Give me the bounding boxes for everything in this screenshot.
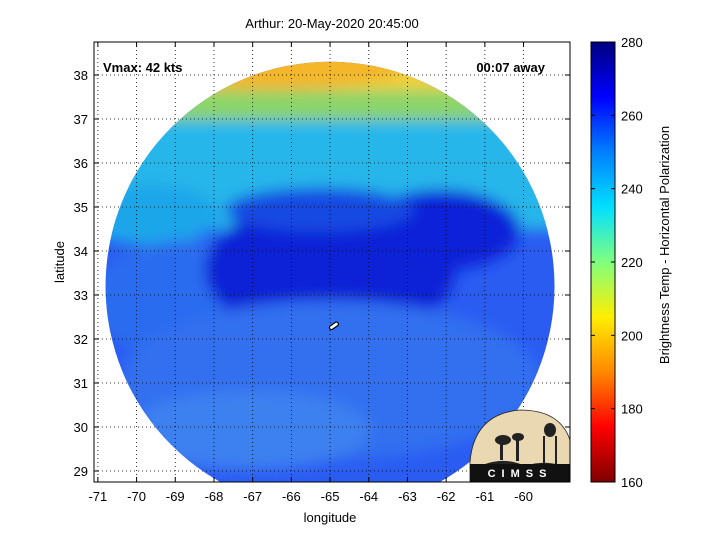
colorbar-tick-label: 220 <box>621 255 643 270</box>
colorbar-ticks: 160 180 200 220 240 260 280 <box>591 35 643 490</box>
x-axis-label: longitude <box>304 510 357 525</box>
y-axis-ticks: 29 30 31 32 33 34 35 36 37 38 <box>74 68 570 479</box>
y-tick-label: 30 <box>74 420 88 435</box>
x-tick-label: -71 <box>88 489 107 504</box>
chart-title: Arthur: 20-May-2020 20:45:00 <box>245 16 418 31</box>
x-tick-label: -63 <box>398 489 417 504</box>
y-tick-label: 36 <box>74 156 88 171</box>
y-axis-label: latitude <box>52 241 67 283</box>
cimss-logo: CIMSS <box>469 409 571 483</box>
colorbar-tick-label: 240 <box>621 182 643 197</box>
x-tick-label: -70 <box>127 489 146 504</box>
y-tick-label: 37 <box>74 112 88 127</box>
colorbar-tick-label: 180 <box>621 402 643 417</box>
y-tick-label: 38 <box>74 68 88 83</box>
x-tick-label: -61 <box>475 489 494 504</box>
storm-center-marker <box>328 321 339 331</box>
y-tick-label: 31 <box>74 376 88 391</box>
x-tick-label: -60 <box>514 489 533 504</box>
x-tick-label: -68 <box>205 489 224 504</box>
water-tower-icon <box>544 423 556 437</box>
y-tick-label: 35 <box>74 200 88 215</box>
x-tick-label: -67 <box>243 489 262 504</box>
y-tick-label: 33 <box>74 288 88 303</box>
vmax-annotation: Vmax: 42 kts <box>103 60 183 75</box>
colorbar-tick-label: 260 <box>621 108 643 123</box>
x-tick-label: -62 <box>437 489 456 504</box>
plot-area-border <box>93 41 571 483</box>
colorbar-label: Brightness Temp - Horizontal Polarizatio… <box>657 126 672 364</box>
colorbar-tick-label: 160 <box>621 475 643 490</box>
colorbar: 160 180 200 220 240 260 280 Brightness Temp - … <box>590 35 672 490</box>
x-tick-label: -64 <box>359 489 378 504</box>
x-tick-label: -69 <box>166 489 185 504</box>
colorbar-tick-label: 280 <box>621 35 643 50</box>
y-tick-label: 34 <box>74 244 88 259</box>
x-axis-ticks: -71 -70 -69 -68 -67 -66 -65 -64 -63 -62 -61 -60 <box>88 42 533 504</box>
x-tick-label: -66 <box>282 489 301 504</box>
time-away-annotation: 00:07 away <box>476 60 545 75</box>
y-tick-label: 32 <box>74 332 88 347</box>
colorbar-tick-label: 200 <box>621 328 643 343</box>
x-tick-label: -65 <box>321 489 340 504</box>
logo-text: CIMSS <box>488 468 553 480</box>
y-tick-label: 29 <box>74 464 88 479</box>
